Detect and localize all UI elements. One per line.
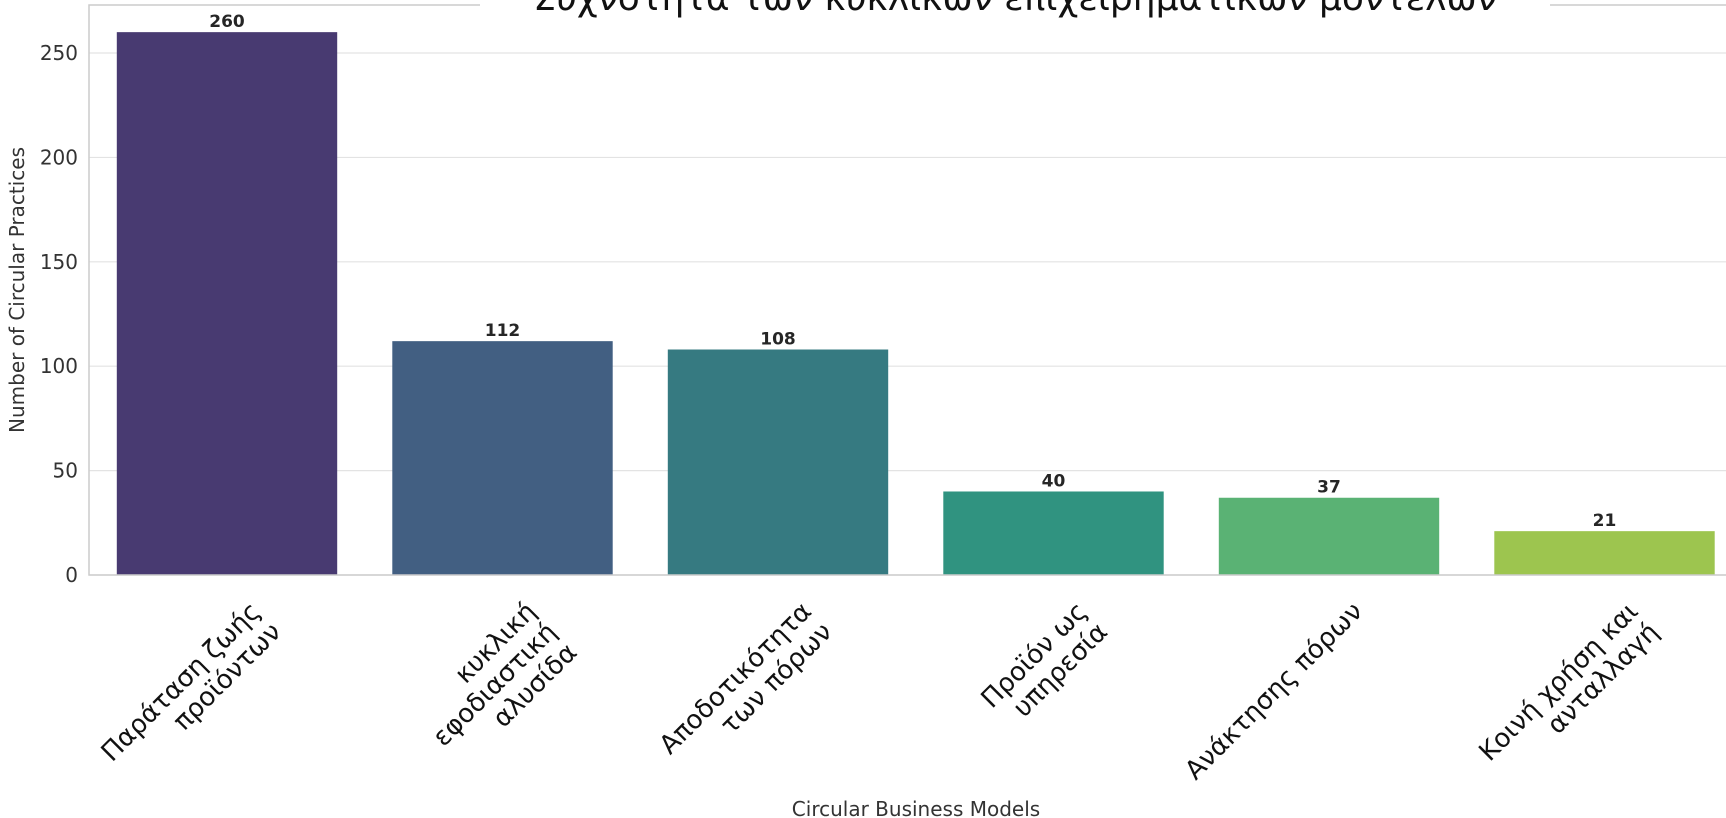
data-label: 112 bbox=[485, 321, 521, 341]
y-tick-label: 250 bbox=[40, 41, 78, 65]
y-tick-label: 200 bbox=[40, 145, 78, 169]
y-axis-label: Number of Circular Practices bbox=[5, 147, 29, 433]
x-tick-label: Προϊόν ωςυπηρεσία bbox=[976, 597, 1114, 735]
data-label: 21 bbox=[1593, 511, 1617, 531]
x-tick-label: Παράταση ζωήςπροϊόντων bbox=[96, 597, 288, 789]
bar bbox=[943, 491, 1164, 575]
chart-title: Συχνότητα των κυκλικών επιχειρηματικών μ… bbox=[533, 0, 1496, 19]
bar bbox=[1218, 497, 1440, 575]
bars bbox=[116, 32, 1715, 575]
y-tick-labels: 0 50 100 150 200 250 bbox=[40, 41, 78, 587]
y-tick-label: 0 bbox=[65, 563, 78, 587]
bar bbox=[116, 32, 338, 575]
data-label: 40 bbox=[1042, 471, 1066, 491]
x-tick-label-line: Ανάκτησης πόρων bbox=[1179, 597, 1368, 786]
x-axis-label: Circular Business Models bbox=[792, 797, 1040, 818]
data-label: 108 bbox=[760, 330, 796, 350]
bar bbox=[1494, 531, 1715, 575]
data-labels: 260 112 108 40 37 21 bbox=[209, 12, 1616, 531]
y-tick-label: 50 bbox=[53, 459, 78, 483]
x-tick-label: Ανάκτησης πόρων bbox=[1179, 597, 1368, 786]
y-tick-label: 100 bbox=[40, 354, 78, 378]
bar bbox=[667, 349, 889, 575]
title-background bbox=[480, 0, 1550, 14]
data-label: 37 bbox=[1317, 478, 1341, 498]
y-tick-label: 150 bbox=[40, 250, 78, 274]
x-tick-label: Κοινή χρήση καιανταλλαγή bbox=[1474, 597, 1665, 788]
x-tick-label: Αποδοτικότητατων πόρων bbox=[654, 597, 838, 781]
x-tick-label: κυκλικήεφοδιαστικήαλυσίδα bbox=[407, 597, 584, 774]
category-labels: Παράταση ζωήςπροϊόντων κυκλικήεφοδιαστική… bbox=[96, 597, 1665, 789]
data-label: 260 bbox=[209, 12, 245, 32]
bar bbox=[392, 341, 613, 575]
